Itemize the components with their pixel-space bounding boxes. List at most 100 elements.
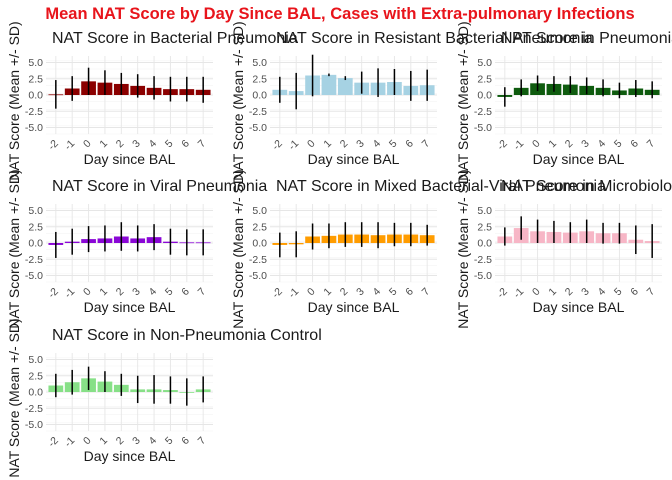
x-tick-label: 0 xyxy=(81,435,94,448)
x-tick-label: -1 xyxy=(286,286,301,301)
x-tick-label: 2 xyxy=(114,286,127,299)
x-tick-label: 4 xyxy=(596,286,609,299)
y-tick-label: -2.5 xyxy=(474,254,492,266)
x-tick-label: 0 xyxy=(530,286,543,299)
y-axis-label: NAT Score (Mean +/- SD) xyxy=(6,318,22,477)
x-tick-label: -1 xyxy=(511,286,526,301)
y-tick-label: -2.5 xyxy=(25,254,43,266)
x-tick-label: -1 xyxy=(62,286,77,301)
y-tick-label: -5.0 xyxy=(25,122,43,134)
y-tick-label: 5.0 xyxy=(28,354,43,366)
x-tick-label: 3 xyxy=(354,286,367,299)
y-tick-label: 5.0 xyxy=(477,57,492,69)
x-tick-label: -2 xyxy=(46,435,61,450)
y-tick-label: 0.0 xyxy=(252,90,267,102)
y-axis-label: NAT Score (Mean +/- SD) xyxy=(6,21,22,180)
panel-title: NAT Score in Resistant Bacterial Pneumon… xyxy=(276,30,593,47)
y-tick-label: -2.5 xyxy=(249,106,267,118)
x-tick-label: 6 xyxy=(179,286,192,299)
x-tick-label: 1 xyxy=(546,286,559,299)
x-tick-label: 5 xyxy=(387,286,400,299)
x-tick-label: -2 xyxy=(270,286,285,301)
x-tick-label: 6 xyxy=(179,435,192,448)
y-tick-label: 2.5 xyxy=(477,221,492,233)
x-tick-label: 5 xyxy=(163,138,176,151)
x-tick-label: 4 xyxy=(147,286,160,299)
x-tick-label: 4 xyxy=(371,138,384,151)
x-tick-label: 4 xyxy=(147,435,160,448)
x-tick-label: 7 xyxy=(196,138,209,151)
x-tick-label: -2 xyxy=(46,286,61,301)
y-tick-label: 2.5 xyxy=(28,73,43,85)
y-tick-label: 0.0 xyxy=(28,387,43,399)
x-axis-label: Day since BAL xyxy=(308,151,400,167)
x-tick-label: 6 xyxy=(179,138,192,151)
x-tick-label: 0 xyxy=(305,138,318,151)
x-axis-label: Day since BAL xyxy=(84,299,176,315)
x-tick-label: 5 xyxy=(612,286,625,299)
x-tick-label: -2 xyxy=(270,138,285,153)
x-tick-label: -1 xyxy=(286,138,301,153)
x-tick-label: 4 xyxy=(371,286,384,299)
y-tick-label: 5.0 xyxy=(252,205,267,217)
x-tick-label: 0 xyxy=(81,138,94,151)
y-tick-label: 0.0 xyxy=(252,238,267,250)
x-tick-label: 1 xyxy=(321,286,334,299)
x-tick-label: 3 xyxy=(579,286,592,299)
y-tick-label: 5.0 xyxy=(252,57,267,69)
x-tick-label: 4 xyxy=(147,138,160,151)
y-tick-label: -2.5 xyxy=(474,106,492,118)
x-tick-label: -1 xyxy=(62,138,77,153)
x-tick-label: 3 xyxy=(130,138,143,151)
x-tick-label: 6 xyxy=(403,286,416,299)
x-tick-label: 3 xyxy=(579,138,592,151)
x-axis-label: Day since BAL xyxy=(84,448,176,464)
x-tick-label: 3 xyxy=(130,435,143,448)
y-axis-label: NAT Score (Mean +/- SD) xyxy=(455,21,471,180)
y-tick-label: -2.5 xyxy=(25,106,43,118)
panel-title: NAT Score in Bacterial Pneumonia xyxy=(52,30,298,47)
x-tick-label: 3 xyxy=(354,138,367,151)
x-tick-label: 1 xyxy=(97,435,110,448)
x-tick-label: 5 xyxy=(163,435,176,448)
y-tick-label: -5.0 xyxy=(474,270,492,282)
x-tick-label: 2 xyxy=(338,138,351,151)
y-tick-label: -2.5 xyxy=(25,403,43,415)
y-tick-label: 5.0 xyxy=(477,205,492,217)
bar xyxy=(337,78,353,95)
x-tick-label: 5 xyxy=(163,286,176,299)
x-tick-label: 0 xyxy=(81,286,94,299)
y-tick-label: 2.5 xyxy=(477,73,492,85)
x-axis-label: Day since BAL xyxy=(308,299,400,315)
panel-title: NAT Score in Microbiological xyxy=(501,178,672,195)
y-tick-label: 5.0 xyxy=(28,205,43,217)
y-tick-label: -5.0 xyxy=(249,122,267,134)
y-tick-label: -5.0 xyxy=(25,270,43,282)
figure-suptitle: Mean NAT Score by Day Since BAL, Cases w… xyxy=(45,5,634,23)
x-tick-label: 5 xyxy=(612,138,625,151)
x-tick-label: 2 xyxy=(114,435,127,448)
x-tick-label: 7 xyxy=(645,286,658,299)
x-tick-label: 1 xyxy=(546,138,559,151)
y-axis-label: NAT Score (Mean +/- SD) xyxy=(455,169,471,328)
x-tick-label: 2 xyxy=(338,286,351,299)
x-tick-label: 7 xyxy=(196,435,209,448)
y-tick-label: 0.0 xyxy=(28,90,43,102)
y-tick-label: 5.0 xyxy=(28,57,43,69)
x-tick-label: 6 xyxy=(403,138,416,151)
x-tick-label: -2 xyxy=(495,138,510,153)
x-tick-label: 0 xyxy=(530,138,543,151)
x-axis-label: Day since BAL xyxy=(84,151,176,167)
y-tick-label: 0.0 xyxy=(28,238,43,250)
x-tick-label: -1 xyxy=(62,435,77,450)
y-tick-label: 2.5 xyxy=(252,73,267,85)
x-tick-label: 3 xyxy=(130,286,143,299)
x-tick-label: -2 xyxy=(495,286,510,301)
x-tick-label: 7 xyxy=(420,286,433,299)
y-tick-label: -5.0 xyxy=(25,419,43,431)
y-axis-label: NAT Score (Mean +/- SD) xyxy=(230,169,246,328)
x-tick-label: 6 xyxy=(628,138,641,151)
